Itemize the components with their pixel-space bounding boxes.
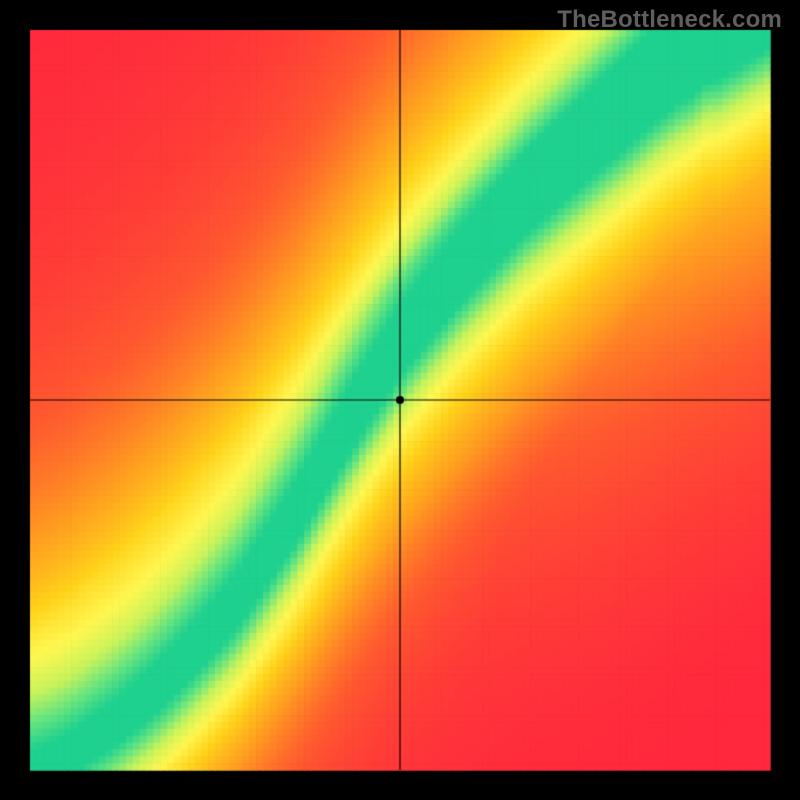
chart-container: TheBottleneck.com	[0, 0, 800, 800]
watermark-label: TheBottleneck.com	[557, 6, 782, 34]
bottleneck-heatmap-canvas	[0, 0, 800, 800]
